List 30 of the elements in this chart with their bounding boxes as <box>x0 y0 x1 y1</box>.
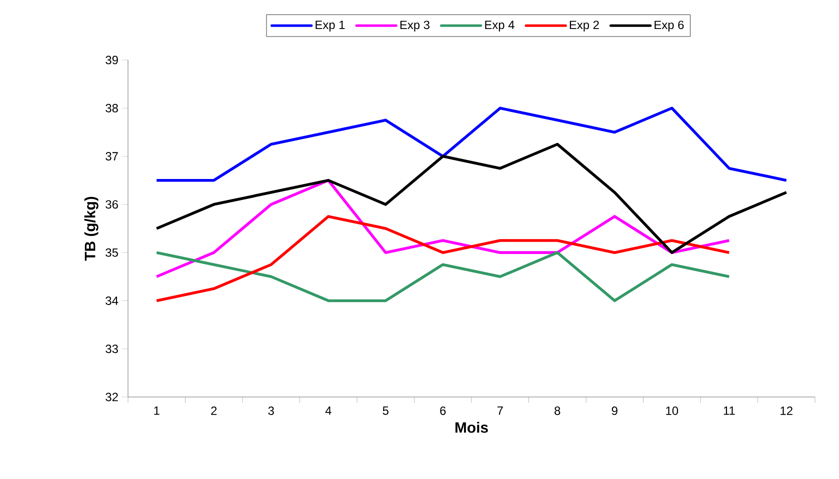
y-tick-label: 32 <box>106 392 118 402</box>
y-tick-label: 39 <box>106 56 118 64</box>
y-tick-label: 37 <box>106 152 118 161</box>
x-tick-label: 8 <box>554 406 560 415</box>
legend-label: Exp 4 <box>485 20 514 32</box>
x-tick-label: 3 <box>268 406 274 415</box>
legend-label: Exp 2 <box>570 20 599 32</box>
x-tick-label: 2 <box>211 406 217 415</box>
x-tick-label: 11 <box>724 406 735 415</box>
y-tick-label: 34 <box>106 296 118 305</box>
y-tick-label: 35 <box>106 248 118 257</box>
y-axis-title: TB (g/kg) <box>84 196 98 261</box>
line-series <box>155 215 731 302</box>
legend-label: Exp 1 <box>316 20 345 32</box>
legend-label: Exp 6 <box>654 20 684 32</box>
x-tick-label: 10 <box>666 406 678 415</box>
x-tick-label: 7 <box>497 406 503 415</box>
legend-label: Exp 3 <box>400 20 430 32</box>
x-tick-label: 9 <box>612 406 618 415</box>
x-tick-label: 5 <box>382 406 388 415</box>
x-tick-label: 4 <box>325 406 332 415</box>
line-series <box>155 106 788 182</box>
line-series <box>155 251 731 302</box>
y-tick-label: 33 <box>106 344 118 354</box>
y-tick-label: 36 <box>106 200 118 209</box>
x-tick-label: 1 <box>154 406 160 415</box>
x-tick-label: 6 <box>440 406 446 415</box>
x-tick-label: 12 <box>780 406 792 415</box>
y-tick-label: 38 <box>106 104 118 112</box>
x-axis-title: Mois <box>455 422 488 433</box>
